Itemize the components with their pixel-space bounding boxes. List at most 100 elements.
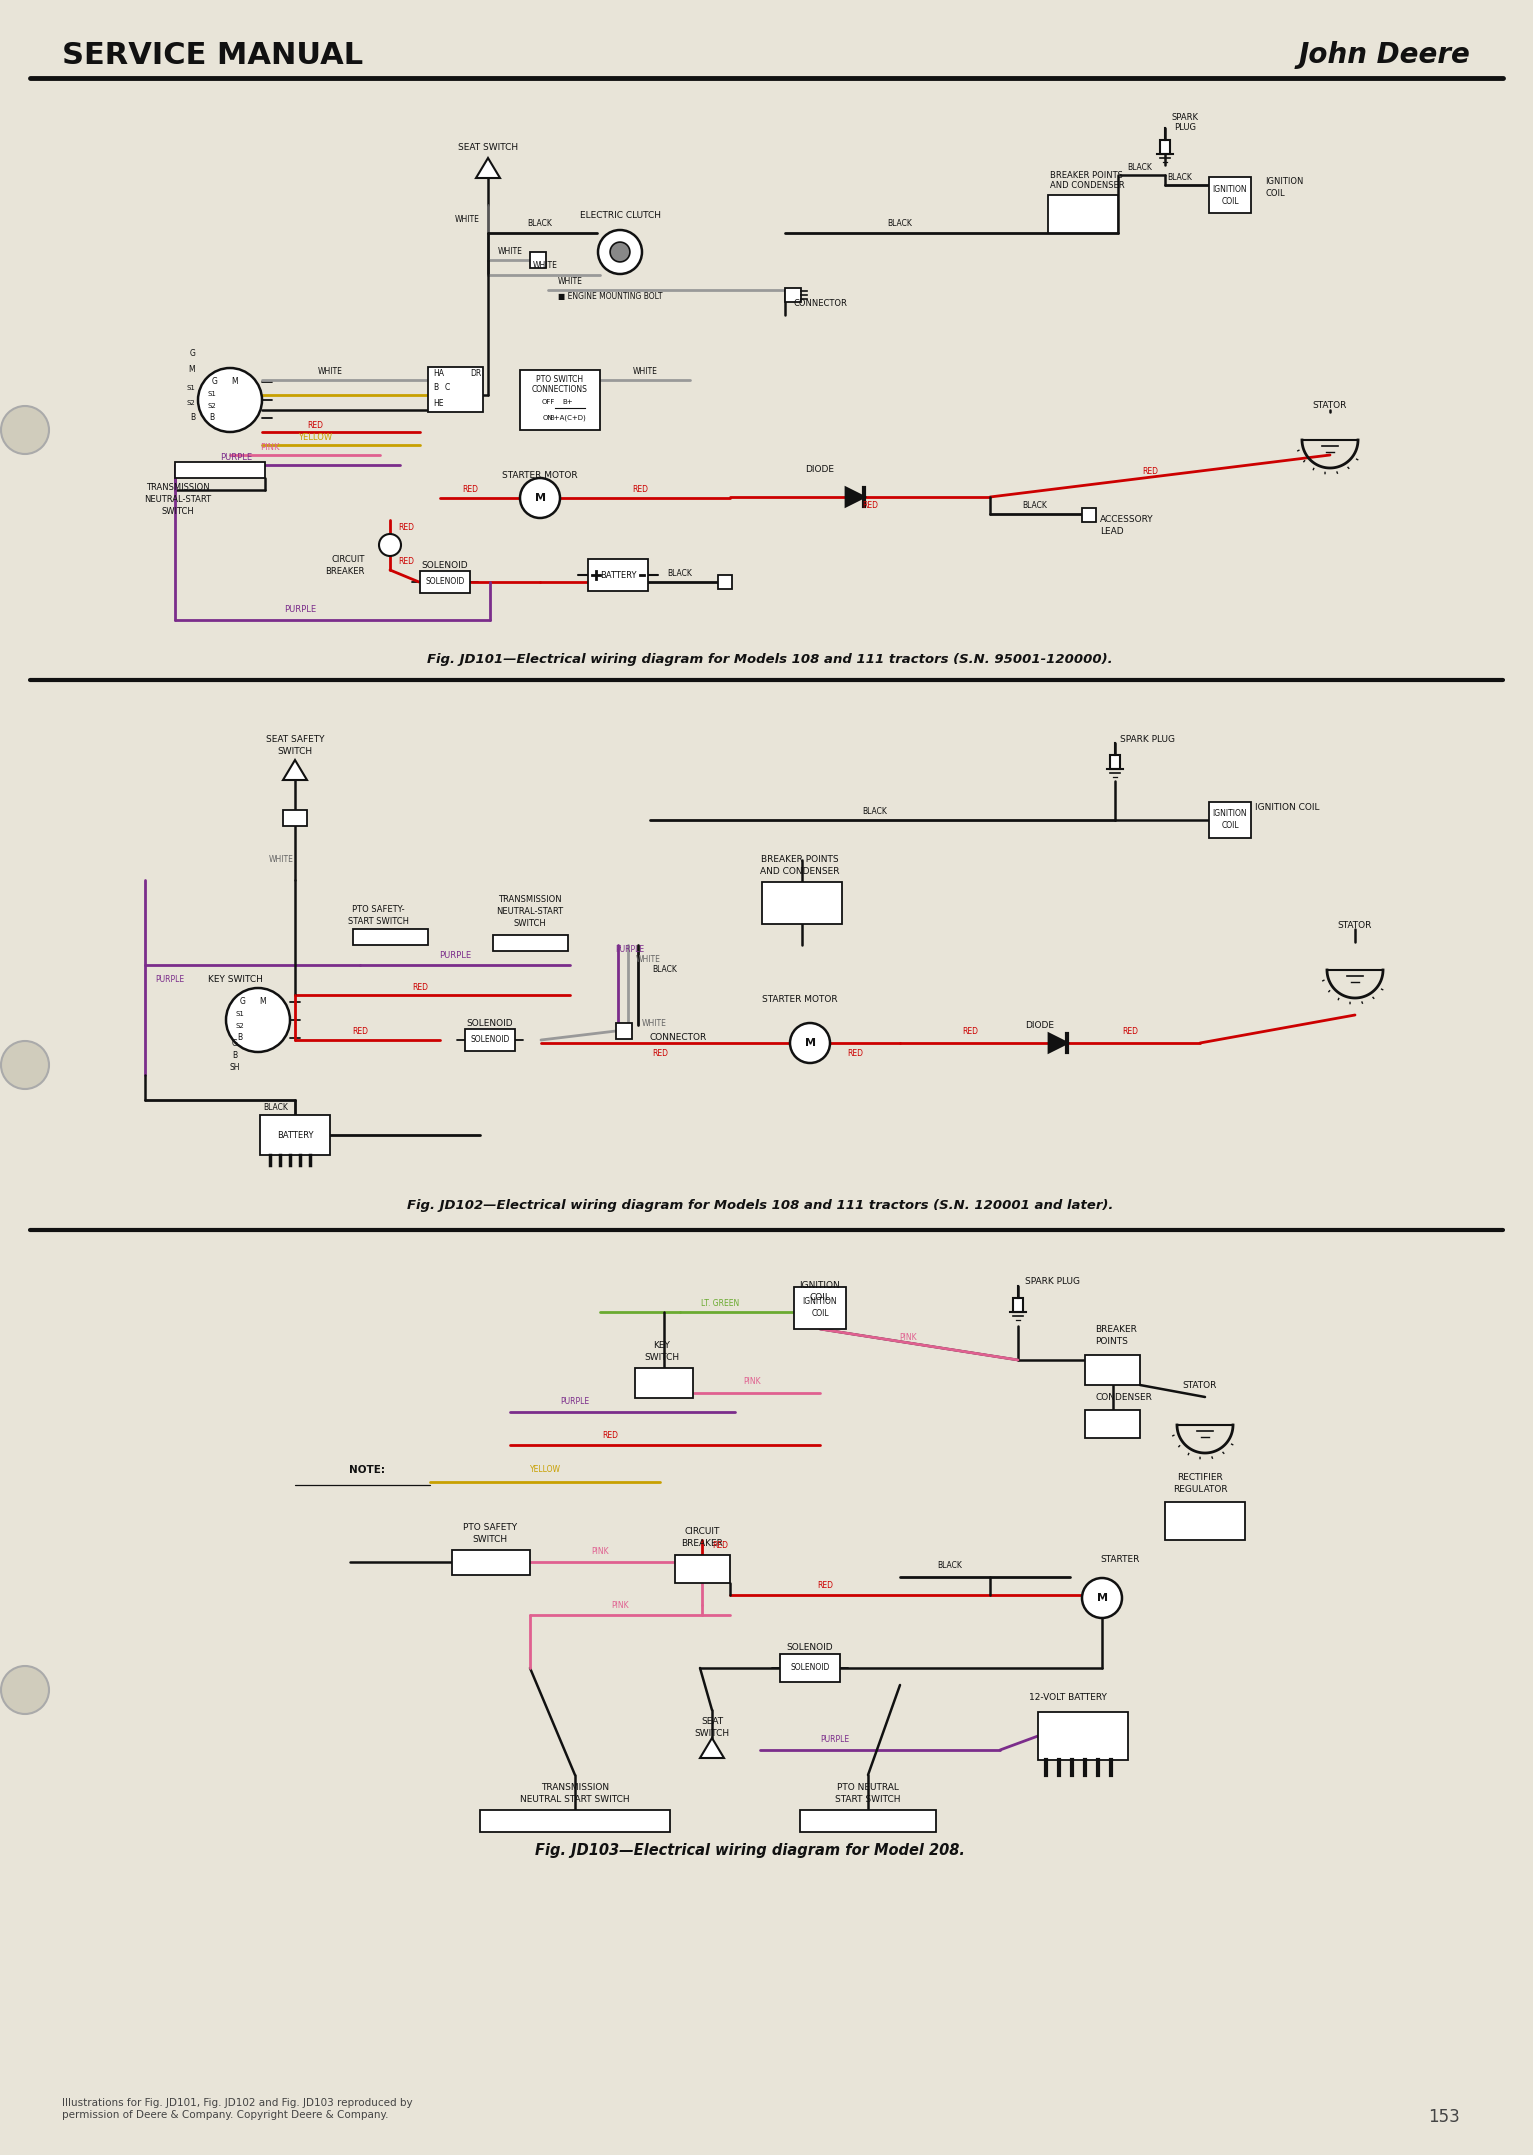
Text: HE: HE [432, 399, 443, 407]
Text: PINK: PINK [744, 1377, 760, 1386]
Text: TRANSMISSION: TRANSMISSION [541, 1784, 609, 1793]
Text: RED: RED [848, 1049, 863, 1058]
Text: BATTERY: BATTERY [599, 571, 636, 580]
Bar [452, 1549, 530, 1575]
Bar [780, 1655, 840, 1683]
Text: PURPLE: PURPLE [155, 976, 184, 985]
Circle shape [789, 1024, 829, 1062]
Text: START SWITCH: START SWITCH [348, 918, 408, 927]
Text: NOTE:: NOTE: [350, 1465, 385, 1474]
Text: SH: SH [230, 1062, 241, 1071]
Text: SOLENOID: SOLENOID [471, 1037, 509, 1045]
Circle shape [520, 478, 560, 517]
Text: KEY SWITCH: KEY SWITCH [207, 976, 262, 985]
Text: SPARK PLUG: SPARK PLUG [1121, 735, 1174, 743]
Text: BLACK: BLACK [667, 569, 693, 578]
Text: ELECTRIC CLUTCH: ELECTRIC CLUTCH [579, 211, 661, 220]
Polygon shape [701, 1737, 724, 1758]
Bar [785, 289, 802, 302]
Text: BREAKER POINTS: BREAKER POINTS [1050, 170, 1122, 179]
Text: ■ ENGINE MOUNTING BOLT: ■ ENGINE MOUNTING BOLT [558, 291, 662, 300]
Polygon shape [477, 157, 500, 179]
Text: WHITE: WHITE [558, 278, 583, 287]
Bar [1160, 140, 1170, 153]
Text: BREAKER: BREAKER [1095, 1325, 1137, 1334]
Text: S1: S1 [236, 1011, 244, 1017]
Text: RED: RED [632, 485, 648, 493]
Text: PINK: PINK [900, 1334, 917, 1343]
Text: BLACK: BLACK [888, 220, 912, 228]
Bar [1110, 754, 1121, 769]
Text: S2: S2 [236, 1024, 244, 1028]
Text: John Deere: John Deere [1298, 41, 1470, 69]
Text: PLUG: PLUG [1174, 123, 1196, 131]
Text: SEAT SAFETY: SEAT SAFETY [265, 735, 325, 743]
Text: B: B [238, 1034, 242, 1043]
Bar [464, 1028, 515, 1052]
Text: WHITE: WHITE [498, 248, 523, 256]
Text: RED: RED [817, 1580, 832, 1590]
Text: M: M [1096, 1593, 1107, 1603]
Circle shape [2, 1041, 49, 1088]
Text: SWITCH: SWITCH [514, 920, 546, 929]
Text: PTO SAFETY: PTO SAFETY [463, 1524, 517, 1532]
Bar [1210, 177, 1251, 213]
Text: BLACK: BLACK [527, 220, 552, 228]
Text: PINK: PINK [261, 444, 279, 453]
Bar [261, 1114, 330, 1155]
Text: C: C [445, 384, 451, 392]
Bar [530, 252, 546, 267]
Text: SOLENOID: SOLENOID [466, 1019, 514, 1028]
Text: PTO NEUTRAL: PTO NEUTRAL [837, 1784, 898, 1793]
Text: SOLENOID: SOLENOID [786, 1644, 834, 1653]
Text: STARTER: STARTER [1101, 1556, 1139, 1565]
Text: RED: RED [711, 1541, 728, 1549]
Text: PTO SWITCH: PTO SWITCH [537, 375, 584, 384]
Text: BREAKER: BREAKER [681, 1539, 724, 1549]
Text: IGNITION: IGNITION [800, 1280, 840, 1289]
Text: ACCESSORY: ACCESSORY [1101, 515, 1154, 524]
Text: CONDENSER: CONDENSER [1095, 1394, 1151, 1403]
Polygon shape [1049, 1034, 1067, 1052]
Text: PURPLE: PURPLE [221, 453, 251, 463]
Text: NEUTRAL-START: NEUTRAL-START [144, 496, 212, 504]
Bar [1038, 1711, 1128, 1761]
Circle shape [379, 534, 402, 556]
Text: RED: RED [461, 485, 478, 493]
Text: REGULATOR: REGULATOR [1173, 1485, 1228, 1496]
Polygon shape [846, 487, 865, 506]
Text: WHITE: WHITE [317, 369, 342, 377]
Text: BREAKER POINTS: BREAKER POINTS [762, 856, 839, 864]
Text: B: B [432, 384, 438, 392]
Text: SPARK PLUG: SPARK PLUG [1026, 1278, 1081, 1287]
Text: RED: RED [1142, 468, 1157, 476]
Text: PURPLE: PURPLE [615, 946, 644, 955]
Text: STARTER MOTOR: STARTER MOTOR [762, 996, 839, 1004]
Bar [1165, 1502, 1245, 1541]
Text: RED: RED [602, 1431, 618, 1440]
Text: PURPLE: PURPLE [438, 950, 471, 959]
Text: STATOR: STATOR [1183, 1381, 1217, 1390]
Text: DIODE: DIODE [805, 465, 834, 474]
Text: 153: 153 [1429, 2108, 1459, 2127]
Text: PINK: PINK [592, 1547, 609, 1556]
Text: BLACK: BLACK [938, 1562, 963, 1571]
Text: DR: DR [471, 369, 481, 377]
Text: Illustrations for Fig. JD101, Fig. JD102 and Fig. JD103 reproduced by
permission: Illustrations for Fig. JD101, Fig. JD102… [61, 2099, 412, 2121]
Text: SEAT: SEAT [701, 1718, 724, 1726]
Bar [494, 935, 569, 950]
Text: BREAKER: BREAKER [325, 567, 365, 578]
Polygon shape [284, 761, 307, 780]
Bar [1085, 1355, 1141, 1386]
Text: NEUTRAL START SWITCH: NEUTRAL START SWITCH [520, 1795, 630, 1804]
Text: M: M [259, 998, 267, 1006]
Text: IGNITION: IGNITION [1213, 185, 1248, 194]
Text: OFF: OFF [541, 399, 555, 405]
Bar [717, 575, 731, 588]
Text: LT. GREEN: LT. GREEN [701, 1299, 739, 1308]
Text: BLACK: BLACK [653, 965, 678, 974]
Bar [762, 881, 842, 924]
Text: BLACK: BLACK [264, 1103, 288, 1112]
Text: BLACK: BLACK [1168, 172, 1193, 181]
Text: G: G [231, 1039, 238, 1047]
